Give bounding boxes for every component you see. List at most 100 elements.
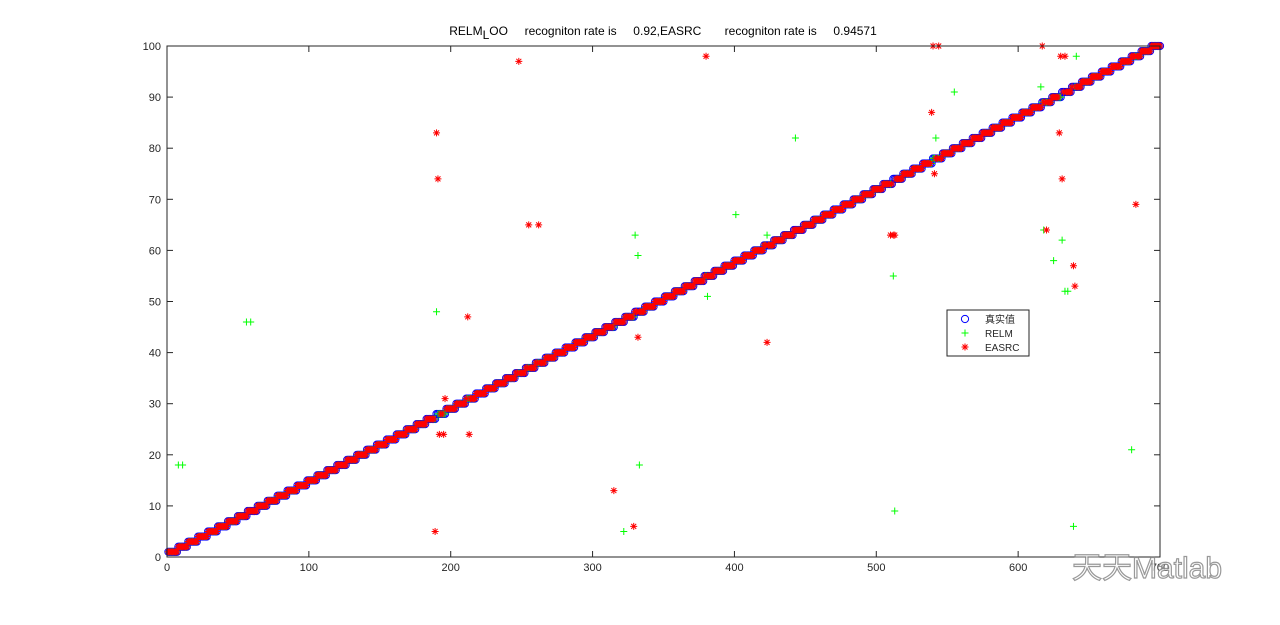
point (779, 236, 787, 244)
point (401, 430, 409, 438)
point (997, 124, 1005, 132)
point (699, 277, 707, 285)
point (391, 435, 399, 443)
point (932, 134, 940, 142)
point (440, 430, 448, 438)
point (640, 308, 648, 316)
point (247, 318, 255, 326)
point (650, 303, 658, 311)
point (1055, 129, 1063, 137)
point (967, 139, 975, 147)
point (828, 211, 836, 219)
point (789, 231, 797, 239)
point (620, 318, 628, 326)
point (1128, 446, 1136, 454)
point (763, 338, 771, 346)
point (1057, 52, 1065, 60)
point (312, 476, 320, 484)
point (702, 52, 710, 60)
point (1058, 175, 1066, 183)
point (610, 487, 618, 495)
point (1007, 119, 1015, 127)
point (560, 349, 568, 357)
legend-marker (960, 314, 970, 324)
point (1136, 52, 1144, 60)
point (891, 231, 899, 239)
x-tick-label: 200 (442, 562, 460, 574)
point (433, 308, 441, 316)
point (1017, 114, 1025, 122)
point (183, 543, 191, 551)
point (491, 384, 499, 392)
point (898, 175, 906, 183)
point (763, 231, 771, 239)
point (759, 246, 767, 254)
point (570, 343, 578, 351)
point (1058, 236, 1066, 244)
point (431, 527, 439, 535)
point (262, 502, 270, 510)
point (608, 323, 616, 331)
point (1068, 83, 1076, 91)
point (1037, 83, 1045, 91)
point (1146, 47, 1154, 55)
point (464, 313, 472, 321)
point (438, 410, 446, 418)
y-tick-label: 50 (149, 297, 161, 309)
point (1061, 52, 1069, 60)
point (868, 190, 876, 198)
point (631, 231, 639, 239)
x-tick-label: 600 (1009, 562, 1027, 574)
series (164, 42, 1164, 556)
point (1126, 57, 1134, 65)
point (1086, 78, 1094, 86)
point (433, 129, 441, 137)
y-tick-label: 40 (149, 348, 161, 360)
point (515, 57, 523, 65)
point (1064, 287, 1072, 295)
point (1043, 226, 1051, 234)
legend-marker (961, 343, 969, 351)
y-tick-label: 20 (149, 450, 161, 462)
point (1050, 257, 1058, 265)
legend-marker (961, 329, 969, 337)
point (193, 538, 201, 546)
point (173, 548, 181, 556)
point (891, 507, 899, 515)
point (462, 395, 470, 403)
point (242, 512, 250, 520)
y-tick-label: 70 (149, 194, 161, 206)
point (421, 420, 429, 428)
point (848, 200, 856, 208)
point (749, 252, 757, 260)
point (1077, 83, 1085, 91)
point (1054, 93, 1062, 101)
point (1037, 103, 1045, 111)
point (928, 108, 936, 116)
point (888, 180, 896, 188)
point (878, 185, 886, 193)
x-tick-label: 100 (300, 562, 318, 574)
point (739, 257, 747, 265)
legend-label: 真实值 (985, 313, 1015, 326)
point (1116, 62, 1124, 70)
point (703, 292, 711, 300)
point (362, 451, 370, 459)
point (481, 389, 489, 397)
point (791, 134, 799, 142)
point (908, 170, 916, 178)
point (292, 487, 300, 495)
point (213, 527, 221, 535)
point (630, 522, 638, 530)
point (203, 533, 211, 541)
point (628, 313, 636, 321)
y-tick-label: 0 (155, 552, 161, 564)
point (858, 195, 866, 203)
point (501, 379, 509, 387)
point (1096, 73, 1104, 81)
point (332, 466, 340, 474)
legend: 真实值 RELM EASRC (946, 309, 1030, 357)
point (1069, 262, 1077, 270)
